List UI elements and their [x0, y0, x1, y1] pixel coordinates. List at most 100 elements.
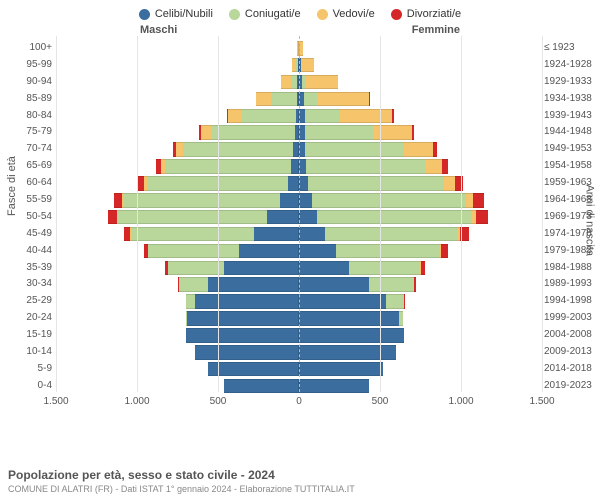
male-bar — [56, 92, 299, 107]
bar-segment — [369, 92, 370, 107]
female-bar — [299, 58, 542, 73]
birth-year-label: 1944-1948 — [544, 126, 600, 137]
male-bar — [56, 159, 299, 174]
bar-segment — [299, 210, 317, 225]
birth-year-label: 2009-2013 — [544, 346, 600, 357]
legend-item: Divorziati/e — [391, 8, 461, 20]
x-tick-label: 0 — [296, 396, 302, 407]
age-label: 20-24 — [2, 312, 52, 323]
x-tick-label: 1.000 — [124, 396, 149, 407]
bar-segment — [442, 159, 448, 174]
birth-year-label: 1994-1998 — [544, 295, 600, 306]
bar-segment — [299, 294, 386, 309]
female-bar — [299, 362, 542, 377]
gender-labels: Maschi Femmine — [0, 24, 600, 36]
gridline — [461, 36, 462, 392]
gridline — [56, 36, 57, 392]
bar-segment — [228, 109, 241, 124]
bar-segment — [131, 227, 254, 242]
male-bar — [56, 41, 299, 56]
age-label: 5-9 — [2, 363, 52, 374]
x-tick-label: 500 — [210, 396, 227, 407]
bar-segment — [299, 261, 349, 276]
gridline — [299, 36, 300, 392]
birth-year-label: 1949-1953 — [544, 143, 600, 154]
x-axis-ticks: 1.5001.00050005001.0001.500 — [56, 396, 542, 412]
bar-segment — [124, 193, 280, 208]
birth-year-label: 2004-2008 — [544, 329, 600, 340]
bar-segment — [176, 142, 183, 157]
birth-year-label: 1979-1983 — [544, 245, 600, 256]
age-label: 15-19 — [2, 329, 52, 340]
birth-year-label: 1989-1993 — [544, 278, 600, 289]
female-bar — [299, 345, 542, 360]
legend: Celibi/Nubili Coniugati/e Vedovi/e Divorzia… — [0, 0, 600, 24]
bar-segment — [299, 193, 312, 208]
bar-segment — [433, 142, 437, 157]
bar-segment — [280, 193, 299, 208]
female-bar — [299, 227, 542, 242]
birth-year-label: 1999-2003 — [544, 312, 600, 323]
bar-segment — [183, 142, 293, 157]
male-bar — [56, 227, 299, 242]
chart-title: Popolazione per età, sesso e stato civil… — [8, 468, 355, 482]
bar-segment — [179, 277, 208, 292]
legend-label: Celibi/Nubili — [155, 8, 213, 20]
bar-segment — [195, 345, 299, 360]
x-tick-label: 1.500 — [43, 396, 68, 407]
bar-segment — [304, 92, 317, 107]
female-bar — [299, 125, 542, 140]
male-bar — [56, 328, 299, 343]
age-label: 55-59 — [2, 194, 52, 205]
age-label: 25-29 — [2, 295, 52, 306]
bar-segment — [392, 109, 394, 124]
bar-segment — [281, 75, 291, 90]
bar-segment — [201, 125, 211, 140]
chart-footer: Popolazione per età, sesso e stato civil… — [8, 468, 355, 494]
female-bar — [299, 328, 542, 343]
age-label: 35-39 — [2, 262, 52, 273]
bar-segment — [211, 125, 295, 140]
x-tick-label: 1.500 — [529, 396, 554, 407]
female-bar — [299, 261, 542, 276]
bar-segment — [399, 311, 403, 326]
male-bar — [56, 311, 299, 326]
bar-segment — [299, 362, 383, 377]
bar-segment — [404, 294, 405, 309]
age-label: 80-84 — [2, 110, 52, 121]
bar-segment — [291, 159, 299, 174]
bar-segment — [299, 277, 369, 292]
birth-year-label: 1959-1963 — [544, 177, 600, 188]
age-label: 95-99 — [2, 59, 52, 70]
male-label: Maschi — [140, 24, 177, 36]
female-bar — [299, 277, 542, 292]
bar-segment — [425, 159, 443, 174]
bar-segment — [224, 379, 299, 394]
bar-segment — [108, 210, 117, 225]
birth-year-label: 1984-1988 — [544, 262, 600, 273]
male-bar — [56, 176, 299, 191]
bar-segment — [299, 227, 325, 242]
age-label: 100+ — [2, 42, 52, 53]
legend-label: Vedovi/e — [333, 8, 375, 20]
birth-year-label: 1969-1973 — [544, 211, 600, 222]
bar-segment — [239, 244, 299, 259]
bar-segment — [340, 109, 392, 124]
gridline — [218, 36, 219, 392]
x-tick-label: 500 — [372, 396, 389, 407]
male-bar — [56, 58, 299, 73]
bar-segment — [267, 210, 299, 225]
male-bar — [56, 345, 299, 360]
bar-segment — [305, 125, 373, 140]
bar-segment — [312, 193, 466, 208]
legend-label: Divorziati/e — [407, 8, 461, 20]
birth-year-label: ≤ 1923 — [544, 42, 600, 53]
bar-segment — [187, 311, 299, 326]
female-bar — [299, 41, 542, 56]
female-bar — [299, 142, 542, 157]
birth-year-label: 1964-1968 — [544, 194, 600, 205]
female-bar — [299, 176, 542, 191]
male-bar — [56, 210, 299, 225]
legend-label: Coniugati/e — [245, 8, 301, 20]
age-label: 85-89 — [2, 93, 52, 104]
